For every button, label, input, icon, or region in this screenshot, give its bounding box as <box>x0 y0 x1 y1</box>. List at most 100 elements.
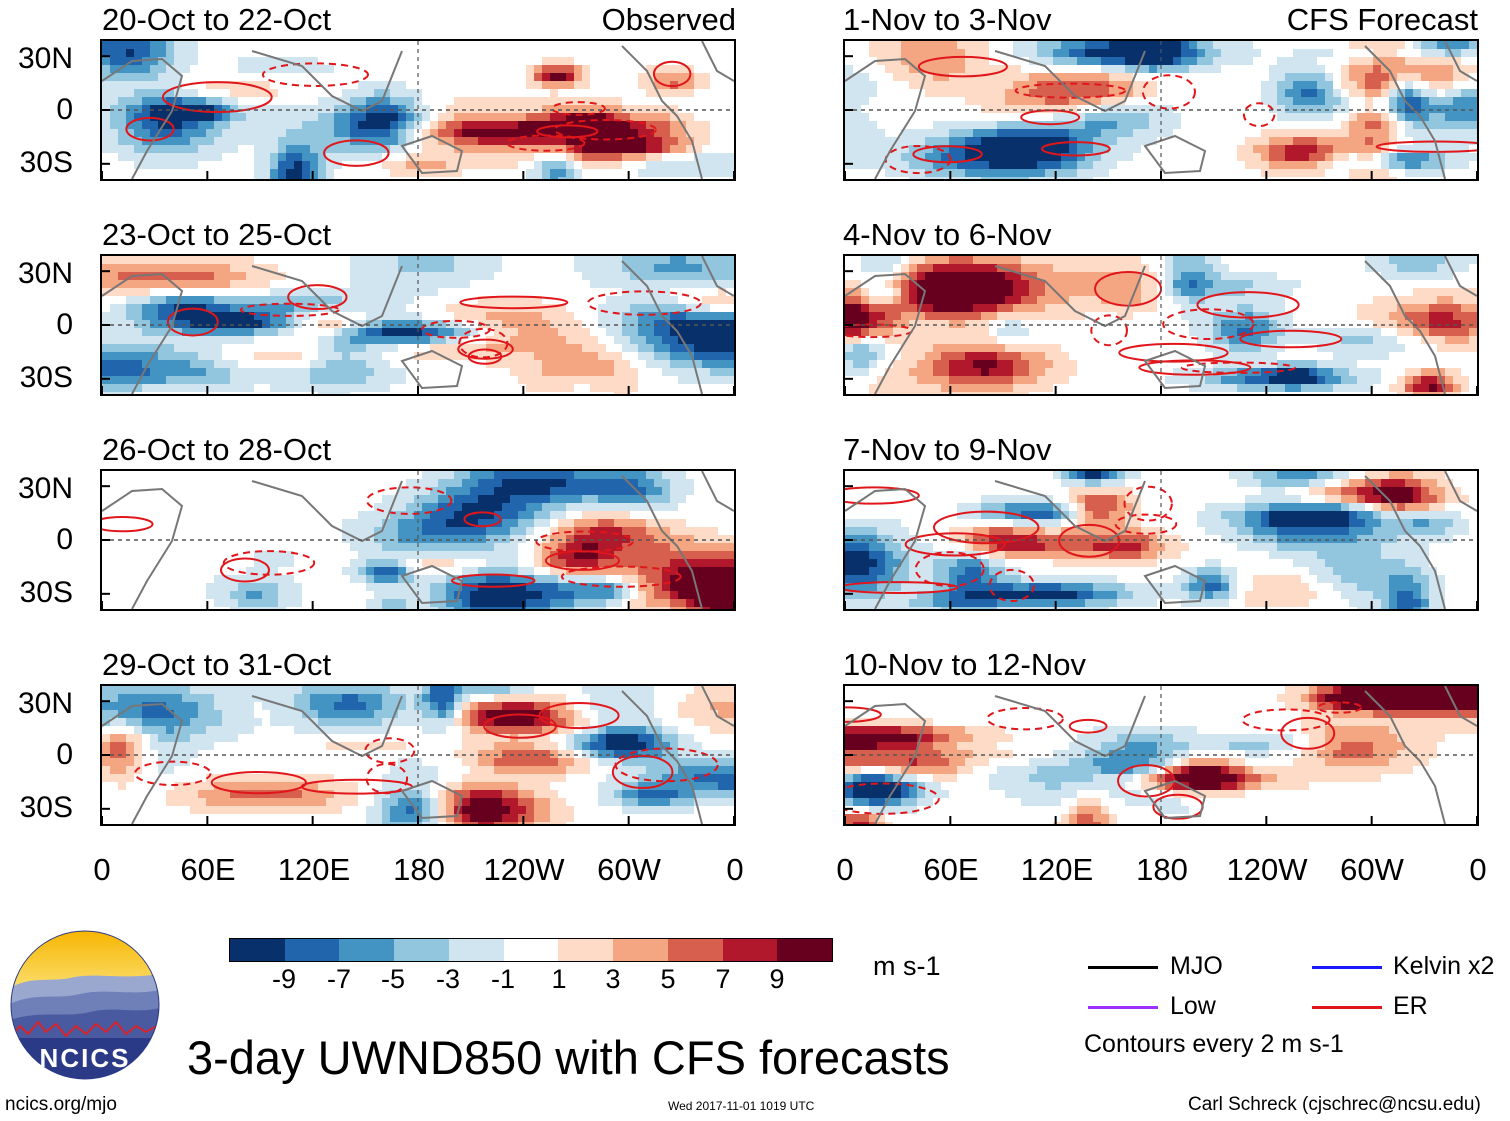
anomaly-cell <box>406 97 414 105</box>
anomaly-cell <box>110 296 118 304</box>
anomaly-cell <box>158 583 166 591</box>
anomaly-cell <box>574 161 582 169</box>
anomaly-cell <box>654 575 662 583</box>
anomaly-cell <box>358 57 366 65</box>
anomaly-cell <box>246 360 254 368</box>
anomaly-cell <box>326 97 334 105</box>
anomaly-cell <box>214 726 222 734</box>
anomaly-cell <box>686 169 694 177</box>
anomaly-cell <box>662 694 670 702</box>
anomaly-cell <box>206 583 214 591</box>
anomaly-cell <box>166 503 174 511</box>
anomaly-cell <box>662 734 670 742</box>
anomaly-cell <box>558 304 566 312</box>
anomaly-cell <box>406 113 414 121</box>
anomaly-cell <box>446 471 454 479</box>
anomaly-cell <box>518 535 526 543</box>
anomaly-cell <box>390 718 398 726</box>
anomaly-cell <box>190 479 198 487</box>
anomaly-cell <box>726 280 734 288</box>
anomaly-cell <box>390 519 398 527</box>
anomaly-cell <box>174 272 182 280</box>
anomaly-cell <box>310 519 318 527</box>
anomaly-cell <box>334 336 342 344</box>
anomaly-cell <box>718 177 726 179</box>
anomaly-cell <box>430 495 438 503</box>
anomaly-cell <box>662 527 670 535</box>
anomaly-cell <box>126 471 134 479</box>
anomaly-cell <box>174 726 182 734</box>
anomaly-cell <box>654 81 662 89</box>
anomaly-cell <box>214 718 222 726</box>
anomaly-cell <box>606 726 614 734</box>
anomaly-cell <box>310 599 318 607</box>
anomaly-cell <box>574 177 582 179</box>
anomaly-cell <box>726 471 734 479</box>
anomaly-cell <box>470 129 478 137</box>
anomaly-cell <box>710 280 718 288</box>
anomaly-cell <box>310 129 318 137</box>
anomaly-cell <box>142 376 150 384</box>
anomaly-cell <box>510 145 518 153</box>
anomaly-cell <box>214 535 222 543</box>
anomaly-cell <box>510 97 518 105</box>
anomaly-cell <box>254 686 262 694</box>
anomaly-cell <box>566 352 574 360</box>
anomaly-cell <box>542 742 550 750</box>
anomaly-cell <box>558 312 566 320</box>
anomaly-cell <box>422 686 430 694</box>
anomaly-cell <box>310 113 318 121</box>
anomaly-cell <box>102 607 110 609</box>
anomaly-cell <box>350 169 358 177</box>
anomaly-cell <box>254 97 262 105</box>
anomaly-cell <box>518 280 526 288</box>
anomaly-cell <box>486 384 494 392</box>
anomaly-cell <box>102 296 110 304</box>
anomaly-cell <box>230 256 238 264</box>
anomaly-cell <box>678 527 686 535</box>
anomaly-cell <box>318 575 326 583</box>
anomaly-cell <box>478 161 486 169</box>
anomaly-cell <box>326 551 334 559</box>
anomaly-cell <box>462 479 470 487</box>
anomaly-cell <box>182 145 190 153</box>
anomaly-cell <box>262 718 270 726</box>
anomaly-cell <box>246 471 254 479</box>
anomaly-cell <box>142 65 150 73</box>
anomaly-cell <box>198 551 206 559</box>
anomaly-cell <box>374 503 382 511</box>
anomaly-cell <box>278 129 286 137</box>
anomaly-cell <box>534 686 542 694</box>
anomaly-cell <box>718 73 726 81</box>
anomaly-cell <box>358 169 366 177</box>
anomaly-cell <box>342 694 350 702</box>
anomaly-cell <box>534 599 542 607</box>
anomaly-cell <box>566 320 574 328</box>
anomaly-cell <box>358 280 366 288</box>
anomaly-cell <box>678 360 686 368</box>
anomaly-cell <box>502 336 510 344</box>
anomaly-cell <box>630 177 638 179</box>
anomaly-cell <box>662 272 670 280</box>
anomaly-cell <box>310 280 318 288</box>
anomaly-cell <box>518 65 526 73</box>
anomaly-cell <box>574 591 582 599</box>
anomaly-cell <box>198 129 206 137</box>
anomaly-cell <box>374 559 382 567</box>
anomaly-cell <box>158 591 166 599</box>
anomaly-cell <box>662 336 670 344</box>
anomaly-cell <box>694 49 702 57</box>
anomaly-cell <box>134 153 142 161</box>
anomaly-cell <box>118 352 126 360</box>
anomaly-cell <box>702 479 710 487</box>
anomaly-cell <box>278 718 286 726</box>
anomaly-cell <box>358 89 366 97</box>
anomaly-cell <box>646 559 654 567</box>
anomaly-cell <box>214 304 222 312</box>
anomaly-cell <box>126 312 134 320</box>
anomaly-cell <box>422 49 430 57</box>
anomaly-cell <box>702 113 710 121</box>
anomaly-cell <box>654 137 662 145</box>
anomaly-cell <box>142 384 150 392</box>
anomaly-cell <box>254 57 262 65</box>
